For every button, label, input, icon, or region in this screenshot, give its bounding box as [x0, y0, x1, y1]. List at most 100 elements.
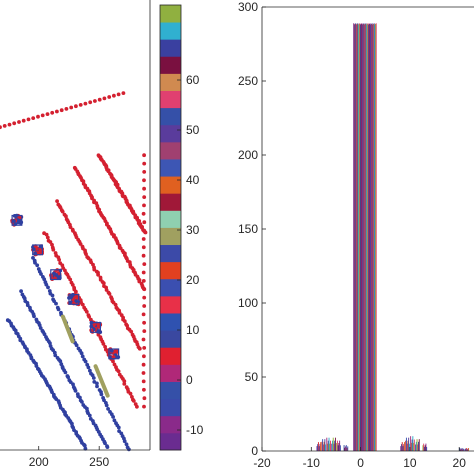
data-point	[141, 279, 146, 283]
data-point	[112, 418, 117, 423]
histogram-bar	[402, 446, 404, 451]
histogram-bar	[411, 439, 413, 451]
histogram-bar	[325, 444, 327, 451]
histogram-bar	[463, 448, 465, 451]
data-point	[88, 368, 92, 373]
data-point	[116, 369, 121, 374]
colorbar-swatch	[160, 210, 181, 228]
data-point	[101, 281, 106, 286]
block-outline	[50, 269, 62, 281]
data-point	[101, 342, 106, 346]
data-point	[64, 107, 69, 111]
data-point	[68, 225, 73, 230]
histogram-bar	[412, 436, 414, 451]
data-point	[121, 91, 126, 95]
data-point	[78, 103, 83, 107]
data-point	[107, 292, 112, 296]
histogram-bar	[467, 448, 469, 451]
x-tick-label: 10	[403, 456, 417, 470]
histogram-bar	[317, 444, 319, 451]
data-point	[42, 332, 47, 337]
data-point	[141, 211, 146, 216]
data-point	[74, 104, 78, 109]
histogram-bar	[424, 445, 426, 451]
data-point	[99, 392, 104, 397]
colorbar-swatch	[160, 22, 181, 40]
histogram-bar	[319, 444, 321, 451]
colorbar-swatch	[160, 313, 181, 331]
data-point	[66, 375, 70, 379]
histogram-bar	[461, 448, 463, 451]
data-point	[102, 96, 107, 101]
histogram-bar	[415, 444, 417, 451]
data-point	[18, 218, 23, 223]
data-point	[141, 270, 146, 275]
colorbar-swatch	[160, 227, 181, 246]
colorbar-swatch	[160, 347, 181, 365]
histogram-bar	[371, 23, 373, 452]
data-point	[122, 382, 127, 386]
data-point	[142, 346, 147, 350]
histogram-bar	[328, 437, 330, 451]
histogram-bar	[362, 23, 364, 451]
data-point	[126, 447, 131, 452]
colorbar-swatch	[160, 330, 181, 348]
data-point	[91, 376, 96, 380]
histogram-bar	[366, 23, 368, 451]
colorbar-swatch	[160, 176, 181, 194]
histogram-bar	[316, 446, 318, 451]
histogram-bar	[405, 437, 407, 451]
colorbar-tick-label: 40	[186, 173, 200, 187]
colorbar-tick-label: 20	[186, 273, 200, 287]
data-point	[142, 203, 146, 208]
data-point	[142, 404, 146, 409]
data-point	[141, 312, 146, 317]
histogram-bar	[408, 437, 410, 451]
histogram-bar	[355, 24, 357, 451]
histogram-bar	[356, 23, 358, 451]
data-point	[103, 441, 107, 446]
data-point	[78, 395, 82, 400]
data-point	[50, 293, 55, 298]
histogram-bar	[332, 437, 334, 451]
data-point	[2, 124, 7, 128]
x-tick-label: -10	[303, 456, 321, 470]
data-point	[87, 314, 91, 319]
colorbar-swatch	[160, 90, 181, 109]
histogram-bar	[344, 447, 346, 451]
histogram-bar	[410, 436, 412, 451]
data-point	[142, 262, 147, 266]
data-point	[55, 109, 59, 114]
data-point	[71, 298, 76, 303]
data-point	[35, 246, 39, 251]
histogram-bar	[408, 443, 410, 451]
histogram-bar	[373, 23, 375, 452]
histogram-bar	[367, 23, 369, 452]
colorbar-tick-label: 50	[186, 123, 200, 137]
histogram-bar	[370, 24, 372, 451]
colorbar-swatch	[160, 73, 181, 91]
y-tick-label: 150	[238, 222, 258, 236]
data-point	[70, 283, 75, 287]
histogram-bar	[331, 443, 333, 451]
histogram-bar	[418, 439, 420, 451]
green-segment	[60, 314, 75, 344]
histogram-bar	[345, 446, 347, 451]
data-point	[142, 228, 147, 233]
histogram-bar	[330, 440, 331, 451]
green-segment	[93, 364, 110, 398]
histogram-bar	[332, 440, 333, 451]
data-point	[142, 170, 147, 174]
histogram-bar	[468, 448, 470, 451]
colorbar-swatch	[160, 193, 181, 211]
block-outline	[108, 348, 120, 360]
block-outline	[68, 294, 80, 305]
data-point	[39, 272, 43, 276]
data-point	[83, 101, 88, 106]
data-point	[40, 113, 45, 118]
data-point	[124, 442, 129, 447]
data-point	[48, 240, 53, 244]
histogram-bar	[354, 23, 356, 451]
colorbar-swatch	[160, 261, 181, 280]
data-point	[122, 439, 127, 444]
